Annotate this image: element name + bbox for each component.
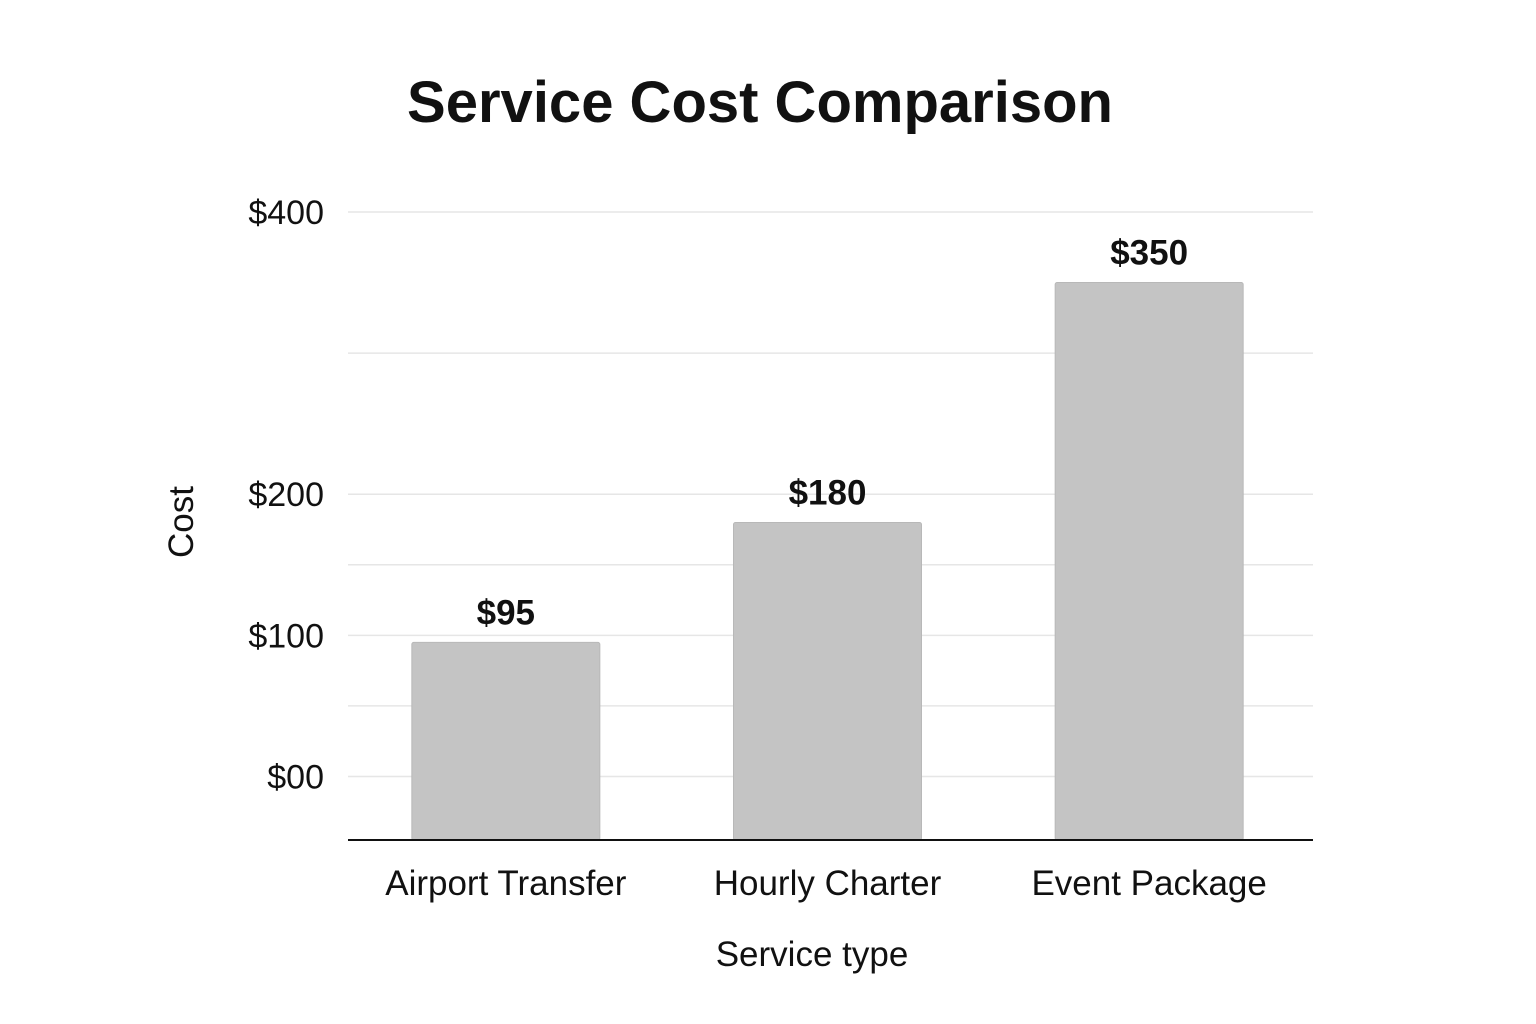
x-category-label: Airport Transfer [385,864,627,903]
y-axis-title: Cost [162,486,201,558]
x-category-labels: Airport Transfer Hourly Charter Event Pack… [385,864,1267,903]
y-tick-label: $100 [248,617,324,655]
y-tick-label: $00 [267,758,324,796]
bar-data-label: $95 [477,593,535,632]
x-category-label: Event Package [1031,864,1266,903]
bar-data-label: $350 [1110,234,1188,273]
data-labels: $95 $180 $350 [477,234,1188,633]
bar [1054,282,1244,841]
chart-title: Service Cost Comparison [407,70,1113,135]
bar-data-label: $180 [789,473,867,512]
y-tick-label: $200 [248,476,324,514]
y-tick-labels: $00 $100 $200 $400 [248,194,324,796]
bar [411,641,601,841]
bars [411,282,1244,841]
x-category-label: Hourly Charter [714,864,942,903]
y-tick-label: $400 [248,194,324,232]
bar [733,521,922,841]
x-axis-title: Service type [716,935,909,974]
